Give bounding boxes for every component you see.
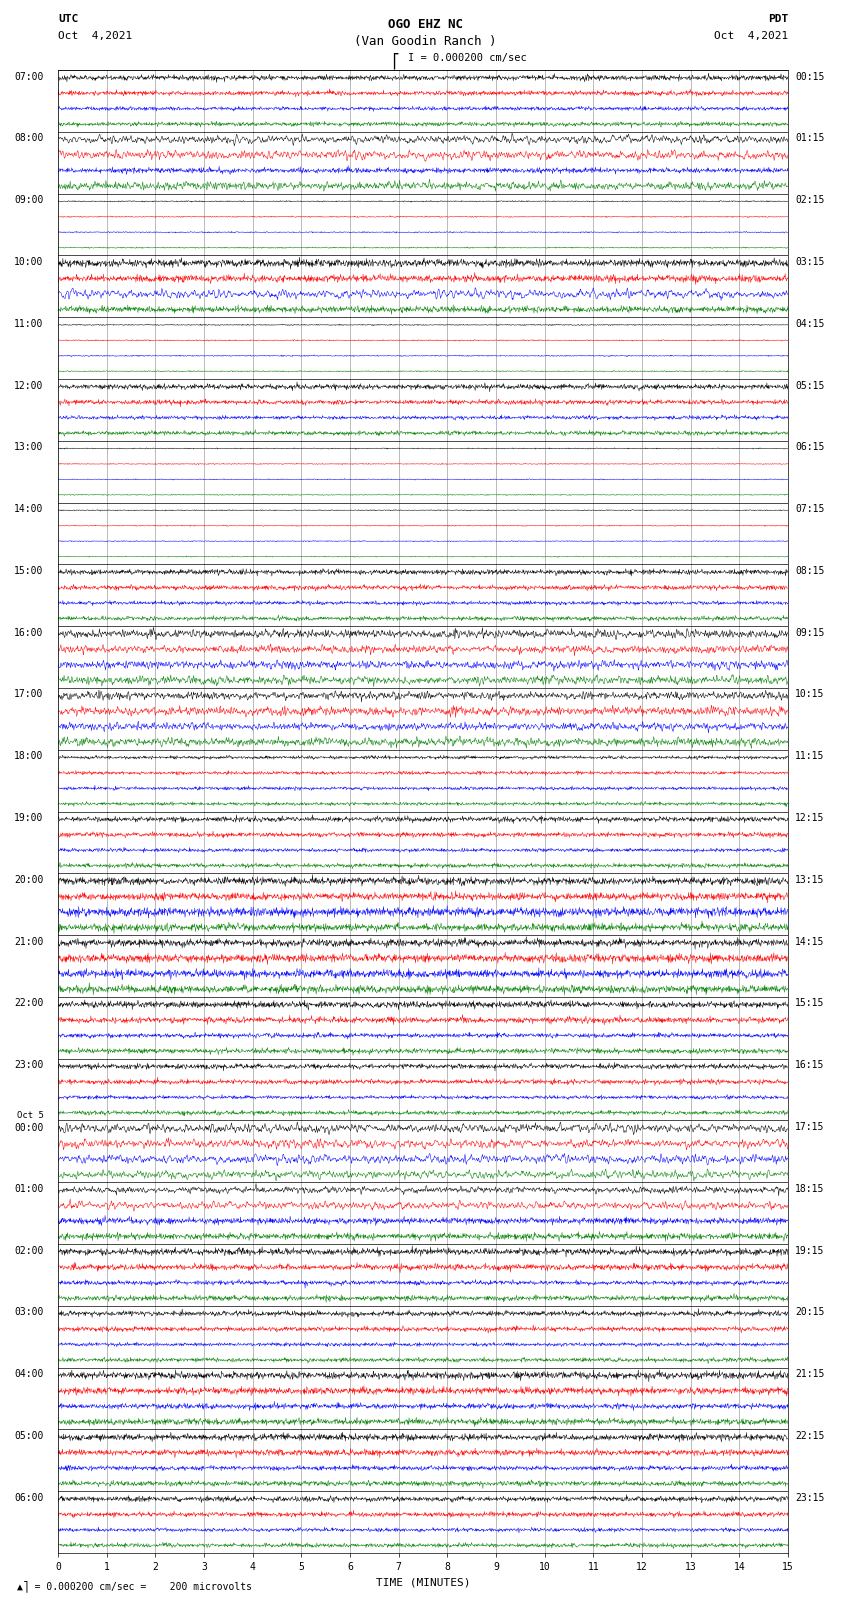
Text: 00:00: 00:00	[14, 1123, 43, 1134]
Text: 19:15: 19:15	[796, 1245, 824, 1255]
Text: 11:00: 11:00	[14, 319, 43, 329]
Text: 07:00: 07:00	[14, 71, 43, 82]
Text: (Van Goodin Ranch ): (Van Goodin Ranch )	[354, 35, 496, 48]
Text: ⎡: ⎡	[391, 53, 399, 69]
Text: ▲⎤ = 0.000200 cm/sec =    200 microvolts: ▲⎤ = 0.000200 cm/sec = 200 microvolts	[17, 1581, 252, 1592]
Text: 09:00: 09:00	[14, 195, 43, 205]
Text: Oct  4,2021: Oct 4,2021	[58, 32, 133, 42]
Text: 01:15: 01:15	[796, 134, 824, 144]
Text: 15:15: 15:15	[796, 998, 824, 1008]
Text: 22:15: 22:15	[796, 1431, 824, 1440]
Text: 21:15: 21:15	[796, 1369, 824, 1379]
Text: 09:15: 09:15	[796, 627, 824, 637]
X-axis label: TIME (MINUTES): TIME (MINUTES)	[376, 1578, 470, 1587]
Text: 06:15: 06:15	[796, 442, 824, 452]
Text: 12:15: 12:15	[796, 813, 824, 823]
Text: 02:00: 02:00	[14, 1245, 43, 1255]
Text: 06:00: 06:00	[14, 1492, 43, 1503]
Text: 21:00: 21:00	[14, 937, 43, 947]
Text: 10:15: 10:15	[796, 689, 824, 700]
Text: 04:15: 04:15	[796, 319, 824, 329]
Text: 08:00: 08:00	[14, 134, 43, 144]
Text: 07:15: 07:15	[796, 505, 824, 515]
Text: PDT: PDT	[768, 15, 788, 24]
Text: 02:15: 02:15	[796, 195, 824, 205]
Text: 17:15: 17:15	[796, 1123, 824, 1132]
Text: 11:15: 11:15	[796, 752, 824, 761]
Text: Oct  4,2021: Oct 4,2021	[714, 32, 788, 42]
Text: 15:00: 15:00	[14, 566, 43, 576]
Text: 14:15: 14:15	[796, 937, 824, 947]
Text: 18:00: 18:00	[14, 752, 43, 761]
Text: 05:00: 05:00	[14, 1431, 43, 1440]
Text: 23:00: 23:00	[14, 1060, 43, 1069]
Text: 01:00: 01:00	[14, 1184, 43, 1194]
Text: 14:00: 14:00	[14, 505, 43, 515]
Text: 03:15: 03:15	[796, 256, 824, 266]
Text: 13:00: 13:00	[14, 442, 43, 452]
Text: 17:00: 17:00	[14, 689, 43, 700]
Text: I = 0.000200 cm/sec: I = 0.000200 cm/sec	[408, 53, 527, 63]
Text: 10:00: 10:00	[14, 256, 43, 266]
Text: 05:15: 05:15	[796, 381, 824, 390]
Text: 23:15: 23:15	[796, 1492, 824, 1503]
Text: 19:00: 19:00	[14, 813, 43, 823]
Text: UTC: UTC	[58, 15, 78, 24]
Text: 08:15: 08:15	[796, 566, 824, 576]
Text: 13:15: 13:15	[796, 874, 824, 886]
Text: 00:15: 00:15	[796, 71, 824, 82]
Text: Oct 5: Oct 5	[16, 1111, 43, 1121]
Text: 20:15: 20:15	[796, 1308, 824, 1318]
Text: 04:00: 04:00	[14, 1369, 43, 1379]
Text: 18:15: 18:15	[796, 1184, 824, 1194]
Text: 12:00: 12:00	[14, 381, 43, 390]
Text: 16:00: 16:00	[14, 627, 43, 637]
Text: 03:00: 03:00	[14, 1308, 43, 1318]
Text: 16:15: 16:15	[796, 1060, 824, 1069]
Text: OGO EHZ NC: OGO EHZ NC	[388, 18, 462, 31]
Text: 20:00: 20:00	[14, 874, 43, 886]
Text: 22:00: 22:00	[14, 998, 43, 1008]
